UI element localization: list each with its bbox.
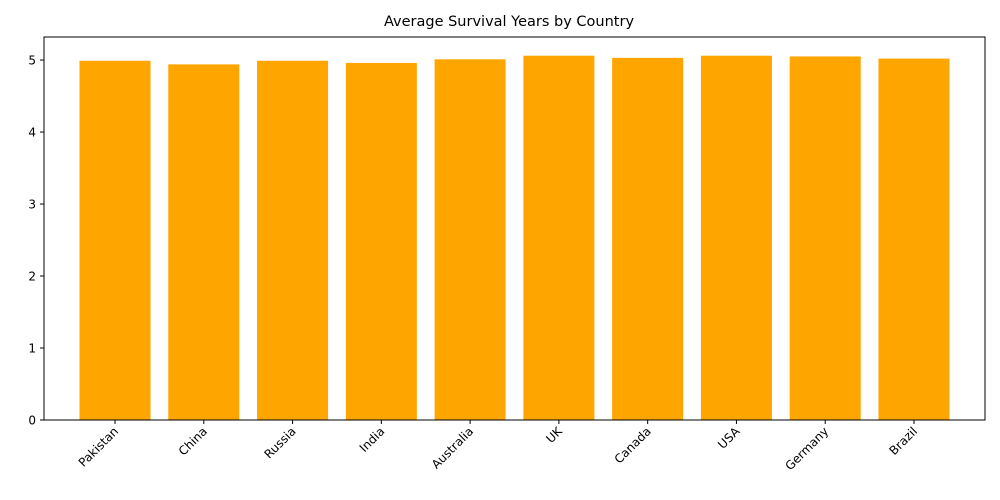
bar-uk: [523, 55, 595, 420]
x-tick-label: Germany: [782, 424, 831, 473]
y-tick-label: 5: [28, 54, 36, 68]
x-tick-label: UK: [543, 423, 565, 445]
x-tick-label: China: [176, 424, 210, 458]
y-tick-label: 0: [28, 414, 36, 428]
x-tick-label: Canada: [612, 424, 654, 466]
x-tick-label: Pakistan: [76, 424, 121, 469]
bar-pakistan: [79, 60, 151, 420]
chart-title: Average Survival Years by Country: [384, 14, 635, 30]
bar-usa: [700, 55, 772, 420]
y-tick-label: 3: [28, 198, 36, 212]
bar-india: [345, 62, 417, 421]
bar-germany: [789, 56, 861, 420]
x-tick-label: India: [357, 424, 388, 455]
bars-layer: [79, 55, 950, 421]
y-tick-label: 1: [28, 342, 36, 356]
x-tick-label: USA: [715, 424, 743, 452]
x-tick-label: Australia: [429, 424, 476, 471]
bar-brazil: [878, 58, 950, 420]
bar-canada: [612, 57, 684, 420]
plot-frame: [43, 36, 986, 421]
y-tick-label: 4: [28, 126, 36, 140]
bar-russia: [257, 60, 329, 420]
bar-china: [168, 64, 240, 421]
x-tick-label: Brazil: [887, 424, 921, 458]
x-tick-label: Russia: [261, 424, 298, 461]
y-tick-label: 2: [28, 270, 36, 284]
bar-australia: [434, 59, 506, 420]
